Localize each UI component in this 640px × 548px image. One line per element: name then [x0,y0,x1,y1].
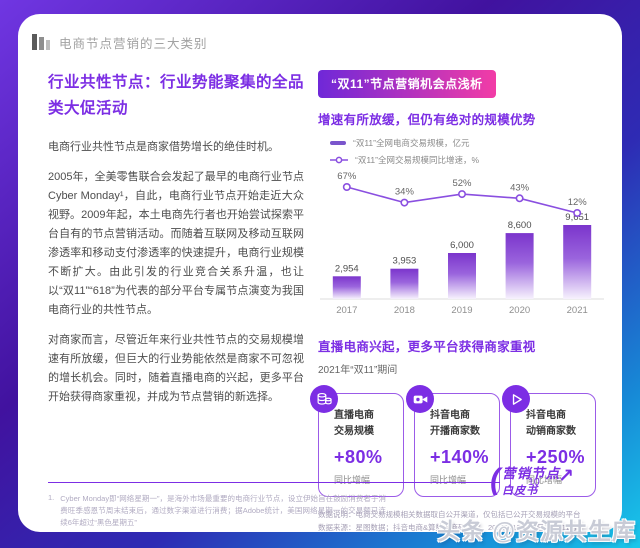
play-icon [502,385,530,413]
logo-bracket: ( [490,463,501,496]
logo-line1: 营销节点 [502,466,561,481]
topic-badge: “双11”节点营销机会点浅析 [318,70,496,98]
svg-text:6,000: 6,000 [450,240,474,251]
page-header-title: 电商节点营销的三大类别 [59,36,208,51]
svg-text:2020: 2020 [509,305,530,316]
chart-legend: “双11”全网电商交易规模，亿元 “双11”全网交易规模同比增速，% [330,137,606,166]
legend-label: “双11”全网电商交易规模，亿元 [353,138,470,148]
chart-heading: 增速有所放缓，但仍有绝对的规模优势 [318,113,536,127]
legend-label: “双11”全网交易规模同比增速，% [355,155,480,165]
right-column: “双11”节点营销机会点浅析 增速有所放缓，但仍有绝对的规模优势 “双11”全网… [310,70,606,534]
stat-caption: 同比增幅 [526,475,563,485]
svg-text:34%: 34% [395,187,415,198]
legend-item-line: “双11”全网交易规模同比增速，% [330,154,606,166]
logo-line2: 白皮书 [502,485,539,497]
video-camera-icon [406,385,434,413]
footnote-index: 1. [48,493,55,502]
svg-text:3,953: 3,953 [393,256,417,267]
svg-text:8,600: 8,600 [508,220,532,231]
stat-title: 直播电商 交易规模 [334,410,374,437]
paragraph-3: 对商家而言，尽管近年来行业共性节点的交易规模增速有所放缓，但巨大的行业势能依然是… [48,334,304,403]
svg-text:2019: 2019 [451,305,472,316]
data-notes: 数据说明：电商交易规模相关数据取自公开渠道，仅包括已公开交易规模的平台 数据来源… [318,508,606,534]
footnote-text: Cyber Monday即“网络星期一”，是海外市场最重要的电商行业节点，设立伊… [60,494,386,527]
stat-title: 抖音电商 动销商家数 [526,410,576,437]
whitepaper-page: 电商节点营销的三大类别 行业共性节点：行业势能聚集的全品类大促活动 电商行业共性… [18,14,622,532]
data-note: 数据说明：电商交易规模相关数据取自公开渠道，仅包括已公开交易规模的平台 [318,510,581,519]
svg-text:9,651: 9,651 [565,212,589,223]
svg-text:2017: 2017 [336,305,357,316]
bar-chart-icon [32,34,50,50]
svg-text:67%: 67% [337,171,357,182]
livestream-heading: 直播电商兴起，更多平台获得商家重视 [318,340,536,354]
footer-divider [48,481,500,483]
whitepaper-logo: ( 营销节点 白皮书 ↗ [490,462,574,498]
logo-arrow-icon: ↗ [558,465,574,487]
line-marker-swatch-icon [330,156,348,164]
svg-text:12%: 12% [568,197,588,208]
livestream-subheading: 2021年“双11”期间 [318,365,398,376]
stat-caption: 同比增幅 [334,475,371,485]
bar-swatch-icon [330,141,346,145]
svg-text:2021: 2021 [567,305,588,316]
stat-value: +250% [526,447,586,467]
stat-card-broadcast-merchants: 抖音电商 开播商家数 +140% 同比增幅 [406,385,500,497]
combo-chart: 2,954 2017 3,953 2018 6,000 2019 8,600 2020 9,65… [318,171,606,328]
stat-value: +140% [430,447,490,467]
svg-text:52%: 52% [452,178,472,189]
left-column: 行业共性节点：行业势能聚集的全品类大促活动 电商行业共性节点是商家借势增长的绝佳… [48,70,304,534]
stat-card-livestream-gmv: 直播电商 交易规模 +80% 同比增幅 [310,385,404,497]
data-source: 数据来源：星图数据；抖音电商&算数电商研究院，2021年10月27日-11月11… [318,523,577,532]
page-footer: 10 1. Cyber Monday即“网络星期一”，是海外市场最重要的电商行业… [48,465,604,529]
page-header: 电商节点营销的三大类别 [32,32,606,52]
section-heading: 行业共性节点：行业势能聚集的全品类大促活动 [48,74,305,117]
svg-text:2018: 2018 [394,305,415,316]
stat-value: +80% [334,447,383,467]
coins-icon [310,385,338,413]
footnote: 1. Cyber Monday即“网络星期一”，是海外市场最重要的电商行业节点，… [48,493,386,529]
paragraph-2: 2005年，全美零售联合会发起了最早的电商行业节点Cyber Monday¹，自… [48,171,304,316]
page-number: 10 [528,476,540,488]
svg-text:2,954: 2,954 [335,263,359,274]
stat-caption: 同比增幅 [430,475,467,485]
legend-item-bars: “双11”全网电商交易规模，亿元 [330,137,606,149]
svg-text:43%: 43% [510,182,530,193]
paragraph-1: 电商行业共性节点是商家借势增长的绝佳时机。 [48,141,279,153]
stat-card-active-merchants: 抖音电商 动销商家数 +250% 同比增幅 [502,385,596,497]
stat-title: 抖音电商 开播商家数 [430,410,480,437]
stat-cards: 直播电商 交易规模 +80% 同比增幅 抖音电商 开播商家数 +140% [310,385,606,497]
watermark: 头条 @资源共生库 [437,518,636,544]
